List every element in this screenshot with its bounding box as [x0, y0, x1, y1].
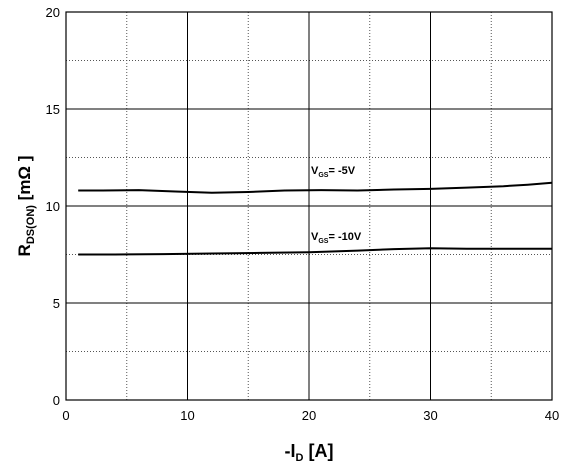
y-tick-labels: 0 5 10 15 20 [46, 5, 60, 408]
series-label-1: VGS= -5V [311, 165, 356, 179]
x-tick-label: 40 [545, 408, 559, 423]
series-layer [78, 181, 553, 256]
x-tick-label: 10 [180, 408, 194, 423]
x-tick-label: 30 [423, 408, 437, 423]
y-tick-label: 5 [53, 296, 60, 311]
y-tick-label: 20 [46, 5, 60, 20]
y-tick-label: 0 [53, 393, 60, 408]
series-label-2: VGS= -10V [311, 231, 362, 245]
x-axis-title: -ID [A] [285, 441, 334, 464]
grid [65, 11, 553, 401]
x-tick-labels: 0 10 20 30 40 [62, 408, 559, 423]
series-line-2 [78, 247, 552, 256]
series-line-1 [78, 181, 553, 194]
y-axis-title: RDS(ON) [mΩ ] [15, 156, 37, 257]
series-labels: VGS= -5V VGS= -10V [311, 165, 362, 245]
plot-border [65, 11, 553, 401]
y-tick-label: 15 [46, 102, 60, 117]
y-tick-label: 10 [46, 199, 60, 214]
x-tick-label: 20 [302, 408, 316, 423]
x-tick-label: 0 [62, 408, 69, 423]
